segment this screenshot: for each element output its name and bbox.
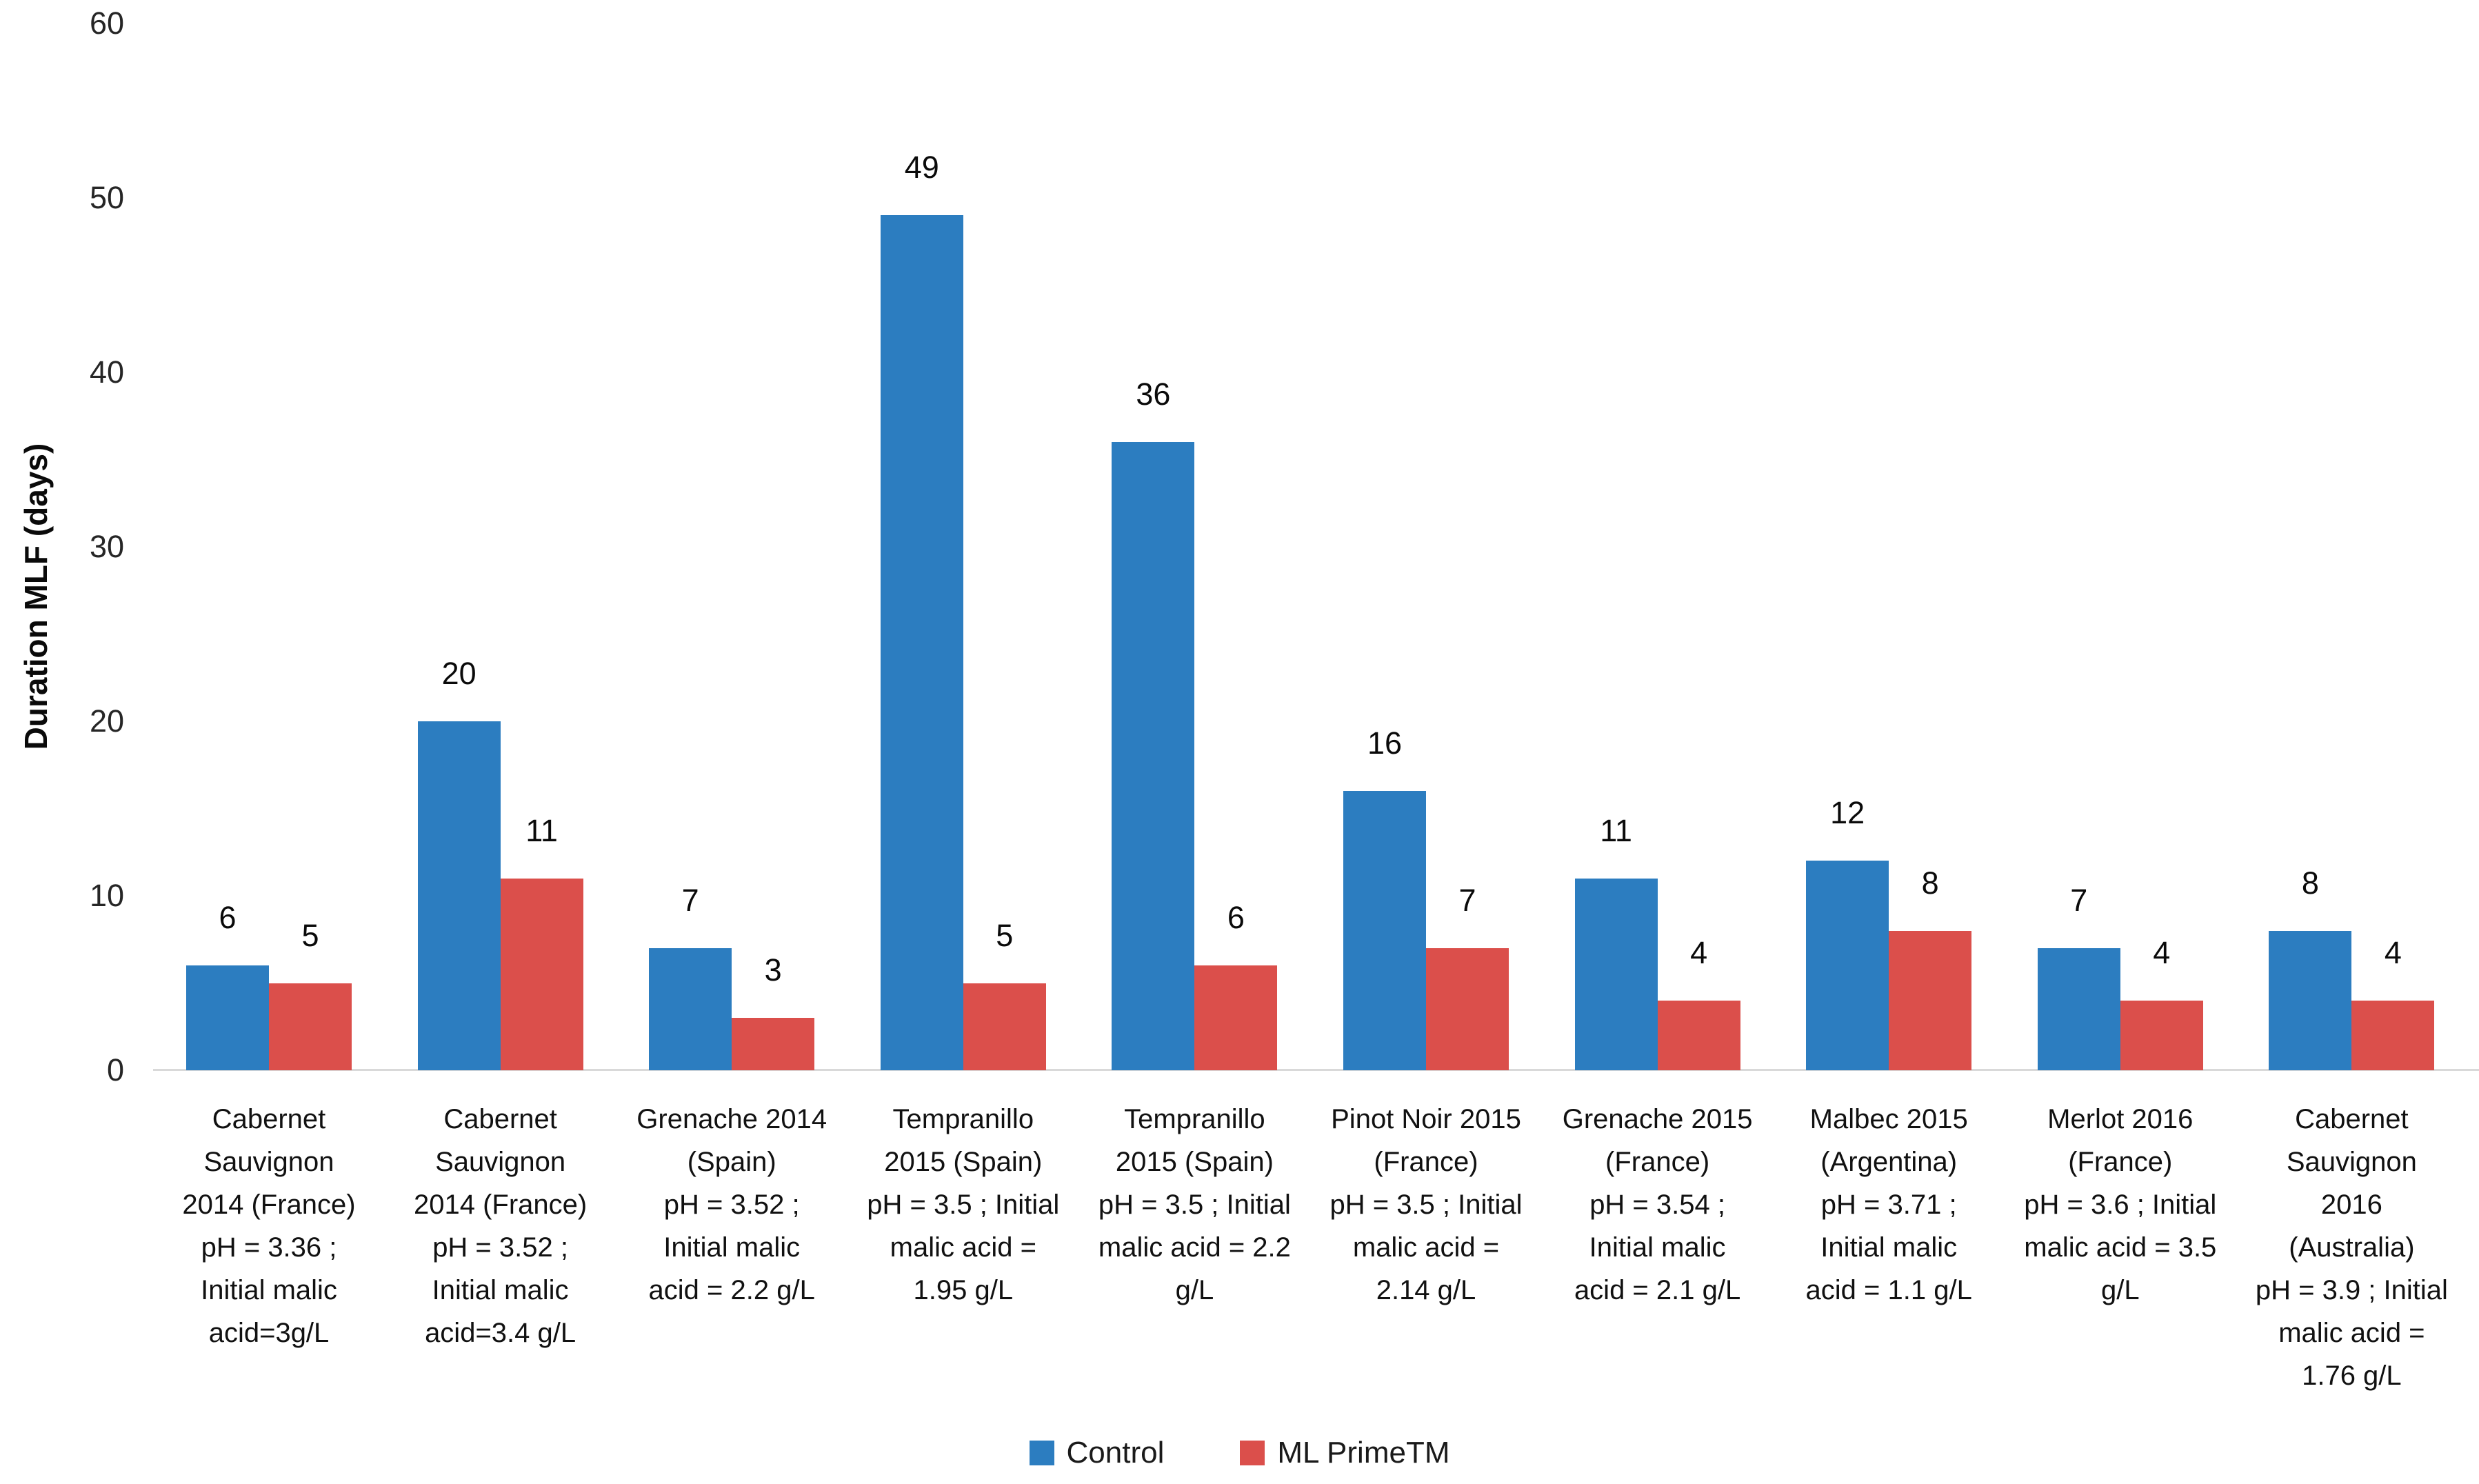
bar-control-8 bbox=[1806, 861, 1889, 1070]
bar-value-label: 7 bbox=[681, 882, 699, 918]
y-tick-label: 60 bbox=[89, 6, 124, 41]
bar-mlprime-2 bbox=[500, 878, 583, 1070]
legend-label-control: Control bbox=[1066, 1436, 1165, 1470]
bar-control-9 bbox=[2037, 947, 2120, 1070]
bar-mlprime-6 bbox=[1426, 947, 1509, 1070]
x-axis-line bbox=[153, 1069, 2479, 1071]
bar-value-label: 20 bbox=[441, 656, 476, 691]
legend-swatch-mlprime-icon bbox=[1240, 1441, 1265, 1465]
x-category-label: Cabernet Sauvignon 2014 (France) pH = 3.… bbox=[413, 1104, 588, 1348]
bar-value-label: 8 bbox=[1921, 865, 1939, 901]
bar-control-4 bbox=[880, 215, 963, 1070]
legend: Control ML PrimeTM bbox=[0, 1436, 2479, 1470]
x-category-label: Merlot 2016 (France) pH = 3.6 ; Initial … bbox=[2024, 1104, 2217, 1305]
bar-value-label: 16 bbox=[1367, 725, 1403, 761]
bar-control-2 bbox=[417, 721, 501, 1070]
bar-value-label: 6 bbox=[219, 900, 237, 936]
bar-value-label: 12 bbox=[1830, 795, 1865, 831]
bar-mlprime-5 bbox=[1194, 965, 1278, 1070]
bar-mlprime-7 bbox=[1657, 1000, 1740, 1070]
y-tick-label: 10 bbox=[89, 878, 124, 913]
bar-mlprime-4 bbox=[963, 983, 1046, 1070]
bar-value-label: 36 bbox=[1136, 377, 1171, 412]
legend-label-mlprime: ML PrimeTM bbox=[1277, 1436, 1450, 1470]
bar-control-6 bbox=[1343, 791, 1426, 1070]
bar-control-7 bbox=[1574, 878, 1658, 1070]
bar-value-label: 4 bbox=[1690, 934, 1708, 970]
bar-value-label: 5 bbox=[301, 917, 319, 953]
bar-value-label: 5 bbox=[996, 917, 1014, 953]
bar-value-label: 3 bbox=[764, 952, 782, 988]
bar-mlprime-9 bbox=[2120, 1000, 2203, 1070]
bar-value-label: 11 bbox=[525, 812, 558, 848]
y-tick-label: 0 bbox=[106, 1052, 124, 1087]
x-category-label: Cabernet Sauvignon 2016 (Australia) pH =… bbox=[2255, 1104, 2448, 1391]
x-category-label: Grenache 2015 (France) pH = 3.54 ; Initi… bbox=[1562, 1104, 1753, 1305]
bar-value-label: 4 bbox=[2384, 934, 2402, 970]
bar-control-10 bbox=[2269, 930, 2352, 1070]
legend-item-mlprime: ML PrimeTM bbox=[1240, 1436, 1450, 1470]
bar-control-1 bbox=[186, 965, 269, 1070]
bar-control-5 bbox=[1112, 442, 1195, 1070]
y-tick-label: 30 bbox=[89, 529, 124, 564]
bar-mlprime-3 bbox=[732, 1018, 815, 1070]
y-tick-label: 50 bbox=[89, 180, 124, 215]
bar-mlprime-8 bbox=[1889, 930, 1972, 1070]
y-tick-label: 40 bbox=[89, 354, 124, 390]
x-category-label: Tempranillo 2015 (Spain) pH = 3.5 ; Init… bbox=[867, 1104, 1060, 1305]
x-category-label: Pinot Noir 2015 (France) pH = 3.5 ; Init… bbox=[1329, 1104, 1523, 1305]
bar-value-label: 6 bbox=[1227, 900, 1245, 936]
legend-item-control: Control bbox=[1029, 1436, 1165, 1470]
bar-value-label: 7 bbox=[2070, 882, 2088, 918]
bar-mlprime-10 bbox=[2351, 1000, 2435, 1070]
legend-swatch-control-icon bbox=[1029, 1441, 1054, 1465]
x-category-label: Tempranillo 2015 (Spain) pH = 3.5 ; Init… bbox=[1098, 1104, 1291, 1305]
x-category-label: Malbec 2015 (Argentina) pH = 3.71 ; Init… bbox=[1805, 1104, 1972, 1305]
bar-mlprime-1 bbox=[269, 983, 352, 1070]
x-category-label: Grenache 2014 (Spain) pH = 3.52 ; Initia… bbox=[636, 1104, 827, 1305]
bar-value-label: 7 bbox=[1458, 882, 1476, 918]
x-category-label: Cabernet Sauvignon 2014 (France) pH = 3.… bbox=[182, 1104, 356, 1348]
y-tick-label: 20 bbox=[89, 703, 124, 739]
bar-value-label: 11 bbox=[1600, 812, 1632, 848]
bar-value-label: 8 bbox=[2301, 865, 2319, 901]
bar-value-label: 49 bbox=[904, 150, 939, 186]
bar-value-label: 4 bbox=[2153, 934, 2171, 970]
bar-control-3 bbox=[649, 947, 732, 1070]
